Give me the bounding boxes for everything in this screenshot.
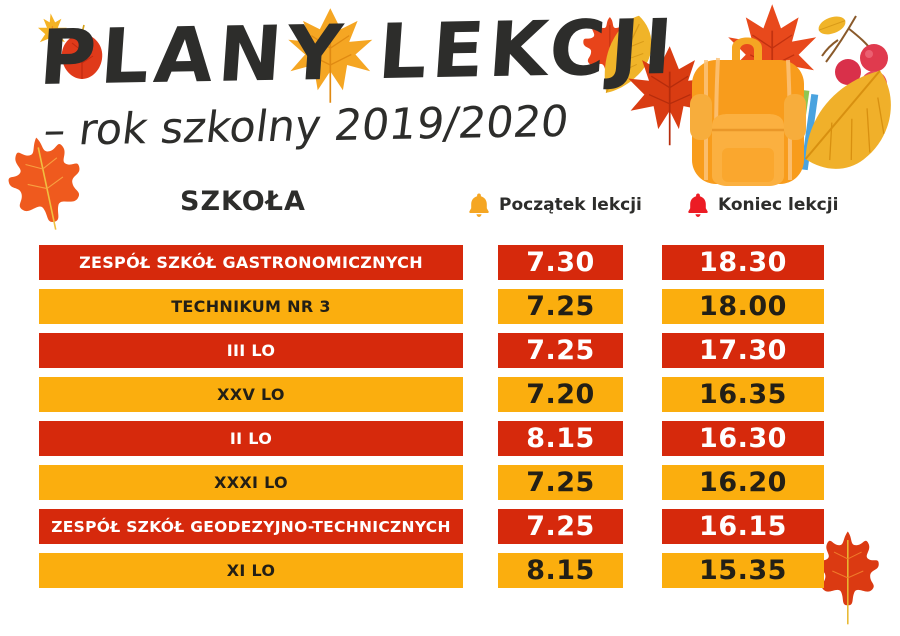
cell-start-time: 7.25	[498, 289, 623, 324]
page-subtitle: – rok szkolny 2019/2020	[40, 96, 572, 156]
start-time: 7.25	[526, 335, 595, 366]
title-block: PLANY LEKCJI – rok szkolny 2019/2020	[37, 2, 740, 156]
schedule-table: ZESPÓŁ SZKÓŁ GASTRONOMICZNYCH 7.30 18.30 TE…	[0, 245, 900, 597]
table-row: XXXI LO 7.25 16.20	[0, 465, 900, 500]
cell-school: XXXI LO	[39, 465, 463, 500]
large-leaf-yellow-right-icon	[804, 70, 891, 169]
cell-end-time: 16.20	[662, 465, 824, 500]
cell-start-time: 7.30	[498, 245, 623, 280]
end-time: 17.30	[699, 335, 787, 366]
end-time: 18.30	[699, 247, 787, 278]
cell-start-time: 7.25	[498, 465, 623, 500]
table-row: TECHNIKUM NR 3 7.25 18.00	[0, 289, 900, 324]
bell-icon-end	[688, 193, 708, 217]
cell-school: II LO	[39, 421, 463, 456]
column-header-start-label: Początek lekcji	[499, 195, 642, 215]
cell-school: ZESPÓŁ SZKÓŁ GASTRONOMICZNYCH	[39, 245, 463, 280]
start-time: 7.25	[526, 467, 595, 498]
column-header-end: Koniec lekcji	[687, 192, 838, 218]
cell-end-time: 16.15	[662, 509, 824, 544]
school-name: XI LO	[226, 561, 276, 580]
table-row: III LO 7.25 17.30	[0, 333, 900, 368]
cell-start-time: 7.25	[498, 333, 623, 368]
school-name: II LO	[229, 429, 273, 448]
cell-end-time: 16.35	[662, 377, 824, 412]
column-header-start: Początek lekcji	[468, 192, 642, 218]
berries-branch-icon	[821, 15, 888, 97]
cell-school: ZESPÓŁ SZKÓŁ GEODEZYJNO-TECHNICZNYCH	[39, 509, 463, 544]
table-row: XXV LO 7.20 16.35	[0, 377, 900, 412]
school-name: XXXI LO	[214, 473, 288, 492]
cell-start-time: 7.20	[498, 377, 623, 412]
cell-end-time: 18.30	[662, 245, 824, 280]
page-title: PLANY LEKCJI	[36, 1, 681, 102]
end-time: 16.30	[699, 423, 787, 454]
start-time: 7.25	[526, 291, 595, 322]
cell-end-time: 18.00	[662, 289, 824, 324]
start-time: 7.20	[526, 379, 595, 410]
end-time: 18.00	[699, 291, 787, 322]
cell-start-time: 7.25	[498, 509, 623, 544]
cell-start-time: 8.15	[498, 421, 623, 456]
cell-school: XXV LO	[39, 377, 463, 412]
table-row: XI LO 8.15 15.35	[0, 553, 900, 588]
school-name: ZESPÓŁ SZKÓŁ GEODEZYJNO-TECHNICZNYCH	[51, 517, 451, 536]
pencils-icon	[782, 89, 819, 180]
cell-start-time: 8.15	[498, 553, 623, 588]
cell-school: TECHNIKUM NR 3	[39, 289, 463, 324]
bell-icon-start	[469, 193, 489, 217]
cell-end-time: 17.30	[662, 333, 824, 368]
start-time: 8.15	[526, 423, 595, 454]
column-header-end-label: Koniec lekcji	[718, 195, 839, 215]
end-time: 16.35	[699, 379, 787, 410]
start-time: 7.30	[526, 247, 595, 278]
table-row: ZESPÓŁ SZKÓŁ GEODEZYJNO-TECHNICZNYCH 7.25…	[0, 509, 900, 544]
end-time: 15.35	[699, 555, 787, 586]
school-name: III LO	[226, 341, 276, 360]
column-header-school: SZKOŁA	[180, 186, 306, 217]
start-time: 8.15	[526, 555, 595, 586]
school-name: ZESPÓŁ SZKÓŁ GASTRONOMICZNYCH	[79, 253, 423, 272]
school-name: XXV LO	[217, 385, 285, 404]
table-row: ZESPÓŁ SZKÓŁ GASTRONOMICZNYCH 7.30 18.30	[0, 245, 900, 280]
cell-school: III LO	[39, 333, 463, 368]
small-leaf-yellow-top-right-icon	[818, 16, 846, 35]
end-time: 16.20	[699, 467, 787, 498]
table-row: II LO 8.15 16.30	[0, 421, 900, 456]
cell-end-time: 15.35	[662, 553, 824, 588]
start-time: 7.25	[526, 511, 595, 542]
cell-end-time: 16.30	[662, 421, 824, 456]
end-time: 16.15	[699, 511, 787, 542]
school-name: TECHNIKUM NR 3	[171, 297, 331, 316]
cell-school: XI LO	[39, 553, 463, 588]
column-headers: SZKOŁA Początek lekcji Koniec lekcji	[0, 186, 900, 228]
